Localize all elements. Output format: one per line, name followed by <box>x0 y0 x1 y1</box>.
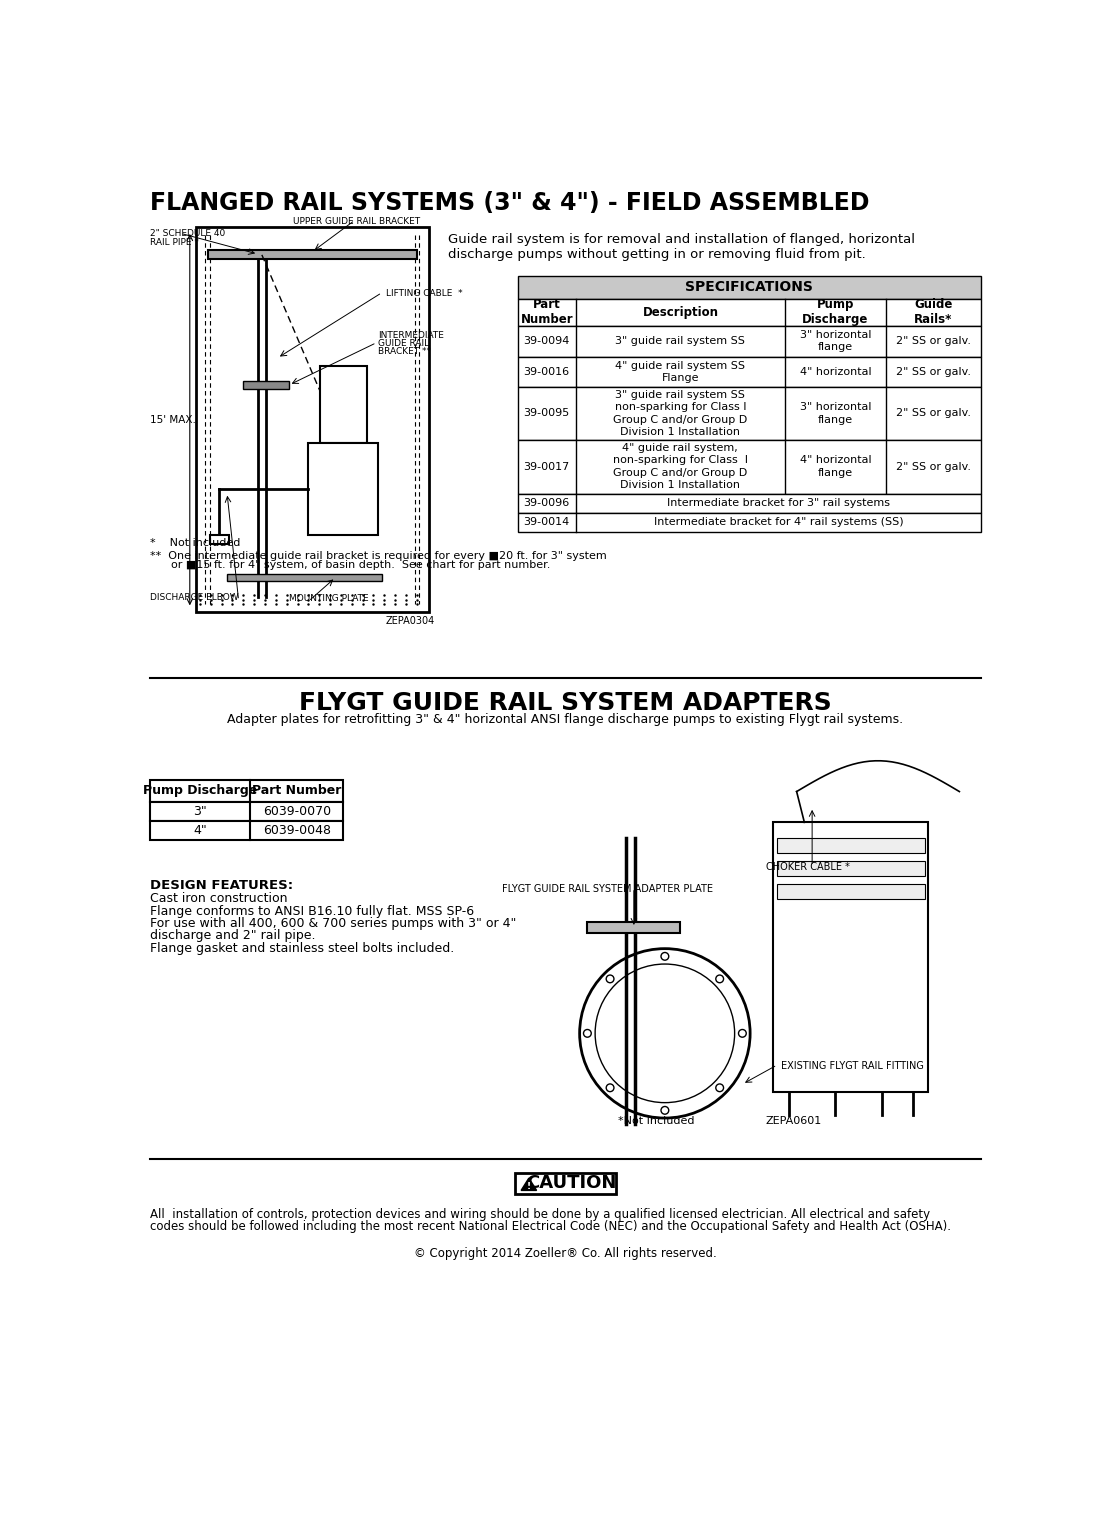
Bar <box>210 534 228 544</box>
Text: 3" horizontal
flange: 3" horizontal flange <box>800 330 871 353</box>
Bar <box>320 367 366 444</box>
Text: *Not Included: *Not Included <box>619 1116 695 1126</box>
Bar <box>517 325 981 356</box>
Bar <box>778 861 924 876</box>
Text: *    Not included: * Not included <box>150 537 239 548</box>
Circle shape <box>661 952 668 961</box>
Bar <box>196 226 428 611</box>
Text: or ■15 ft. for 4" system, of basin depth.  See chart for part number.: or ■15 ft. for 4" system, of basin depth… <box>150 559 550 570</box>
Text: DISCHARGE ELBOW: DISCHARGE ELBOW <box>150 593 238 602</box>
Circle shape <box>607 975 614 983</box>
Bar <box>517 357 981 387</box>
Text: Cast iron construction: Cast iron construction <box>150 892 287 906</box>
Bar <box>150 801 343 821</box>
Text: Part Number: Part Number <box>253 784 342 798</box>
Bar <box>517 439 981 493</box>
Text: Part
Number: Part Number <box>521 299 572 326</box>
Bar <box>150 821 343 841</box>
Text: CHOKER CABLE *: CHOKER CABLE * <box>765 862 849 872</box>
Bar <box>778 838 924 853</box>
Bar <box>773 822 929 1092</box>
Text: FLYGT GUIDE RAIL SYSTEM ADAPTERS: FLYGT GUIDE RAIL SYSTEM ADAPTERS <box>299 691 832 716</box>
Text: RAIL PIPE *: RAIL PIPE * <box>150 237 199 246</box>
Text: Intermediate bracket for 4" rail systems (SS): Intermediate bracket for 4" rail systems… <box>654 517 903 527</box>
Bar <box>517 299 981 326</box>
Text: 2" SS or galv.: 2" SS or galv. <box>896 336 971 347</box>
Text: CAUTION: CAUTION <box>526 1175 617 1192</box>
Text: ZEPA0601: ZEPA0601 <box>765 1116 822 1126</box>
Circle shape <box>583 1029 591 1038</box>
Circle shape <box>716 975 724 983</box>
Bar <box>515 1173 615 1195</box>
Text: 39-0017: 39-0017 <box>524 462 570 471</box>
Text: FLANGED RAIL SYSTEMS (3" & 4") - FIELD ASSEMBLED: FLANGED RAIL SYSTEMS (3" & 4") - FIELD A… <box>150 191 869 216</box>
Bar <box>309 442 378 534</box>
Text: 3" horizontal
flange: 3" horizontal flange <box>800 402 871 425</box>
Text: EXISTING FLYGT RAIL FITTING: EXISTING FLYGT RAIL FITTING <box>781 1061 924 1070</box>
Text: discharge and 2" rail pipe.: discharge and 2" rail pipe. <box>150 929 315 942</box>
Text: **  One intermediate guide rail bracket is required for every ■20 ft. for 3" sys: ** One intermediate guide rail bracket i… <box>150 550 607 561</box>
Text: SPECIFICATIONS: SPECIFICATIONS <box>685 280 813 294</box>
Text: UPPER GUIDE RAIL BRACKET: UPPER GUIDE RAIL BRACKET <box>293 217 420 226</box>
Text: 3": 3" <box>193 805 206 818</box>
Text: GUIDE RAIL: GUIDE RAIL <box>378 339 429 348</box>
Text: 39-0095: 39-0095 <box>524 408 570 419</box>
Text: 4": 4" <box>193 824 206 836</box>
Text: 2" SS or galv.: 2" SS or galv. <box>896 408 971 419</box>
Text: Intermediate bracket for 3" rail systems: Intermediate bracket for 3" rail systems <box>667 499 890 508</box>
Text: 2" SS or galv.: 2" SS or galv. <box>896 367 971 377</box>
Text: Pump
Discharge: Pump Discharge <box>802 299 868 326</box>
Bar <box>588 922 681 933</box>
Text: For use with all 400, 600 & 700 series pumps with 3" or 4": For use with all 400, 600 & 700 series p… <box>150 916 516 930</box>
Text: FLYGT GUIDE RAIL SYSTEM ADAPTER PLATE: FLYGT GUIDE RAIL SYSTEM ADAPTER PLATE <box>502 884 714 893</box>
Circle shape <box>739 1029 747 1038</box>
Text: 3" guide rail system SS
non-sparking for Class I
Group C and/or Group D
Division: 3" guide rail system SS non-sparking for… <box>613 390 748 437</box>
Bar <box>517 387 981 439</box>
Bar <box>517 276 981 299</box>
Bar <box>517 513 981 531</box>
Text: discharge pumps without getting in or removing fluid from pit.: discharge pumps without getting in or re… <box>448 248 866 260</box>
Text: 4" horizontal: 4" horizontal <box>800 367 871 377</box>
Text: BRACKET **: BRACKET ** <box>378 346 431 356</box>
Bar <box>150 779 343 801</box>
Text: 39-0016: 39-0016 <box>524 367 570 377</box>
Text: ZEPA0304: ZEPA0304 <box>386 616 435 625</box>
Text: 15' MAX.: 15' MAX. <box>150 414 195 425</box>
Text: 4" guide rail system SS
Flange: 4" guide rail system SS Flange <box>615 360 746 383</box>
Bar <box>207 249 417 259</box>
Text: 3" guide rail system SS: 3" guide rail system SS <box>615 336 746 347</box>
Bar <box>243 380 289 388</box>
Text: 6039-0048: 6039-0048 <box>263 824 331 836</box>
Text: 39-0014: 39-0014 <box>524 517 570 527</box>
Text: Guide
Rails*: Guide Rails* <box>914 299 953 326</box>
Text: INTERMEDIATE: INTERMEDIATE <box>378 331 445 340</box>
Text: Flange gasket and stainless steel bolts included.: Flange gasket and stainless steel bolts … <box>150 941 453 955</box>
Circle shape <box>661 1106 668 1115</box>
Text: 2" SCHEDULE 40: 2" SCHEDULE 40 <box>150 229 225 239</box>
Text: Pump Discharge: Pump Discharge <box>142 784 257 798</box>
Text: Description: Description <box>642 306 718 319</box>
Text: 4" horizontal
flange: 4" horizontal flange <box>800 456 871 477</box>
Text: 39-0094: 39-0094 <box>524 336 570 347</box>
Text: © Copyright 2014 Zoeller® Co. All rights reserved.: © Copyright 2014 Zoeller® Co. All rights… <box>414 1247 716 1260</box>
Text: !: ! <box>527 1183 531 1190</box>
Text: DESIGN FEATURES:: DESIGN FEATURES: <box>150 878 292 892</box>
Text: Guide rail system is for removal and installation of flanged, horizontal: Guide rail system is for removal and ins… <box>448 233 914 245</box>
Text: 4" guide rail system,
non-sparking for Class  I
Group C and/or Group D
Division : 4" guide rail system, non-sparking for C… <box>613 444 748 490</box>
Text: 39-0096: 39-0096 <box>524 499 570 508</box>
Text: MOUNTING PLATE: MOUNTING PLATE <box>289 594 368 604</box>
Circle shape <box>716 1084 724 1092</box>
Bar <box>227 573 382 581</box>
Text: Adapter plates for retrofitting 3" & 4" horizontal ANSI flange discharge pumps t: Adapter plates for retrofitting 3" & 4" … <box>227 713 903 725</box>
Text: codes should be followed including the most recent National Electrical Code (NEC: codes should be followed including the m… <box>150 1220 951 1234</box>
Text: Flange conforms to ANSI B16.10 fully flat. MSS SP-6: Flange conforms to ANSI B16.10 fully fla… <box>150 906 473 918</box>
Text: LIFTING CABLE  *: LIFTING CABLE * <box>386 290 462 297</box>
Bar <box>517 493 981 513</box>
Bar <box>778 884 924 899</box>
Text: All  installation of controls, protection devices and wiring should be done by a: All installation of controls, protection… <box>150 1207 930 1221</box>
Text: 2" SS or galv.: 2" SS or galv. <box>896 462 971 471</box>
Text: 6039-0070: 6039-0070 <box>263 805 331 818</box>
Polygon shape <box>521 1178 537 1190</box>
Circle shape <box>607 1084 614 1092</box>
